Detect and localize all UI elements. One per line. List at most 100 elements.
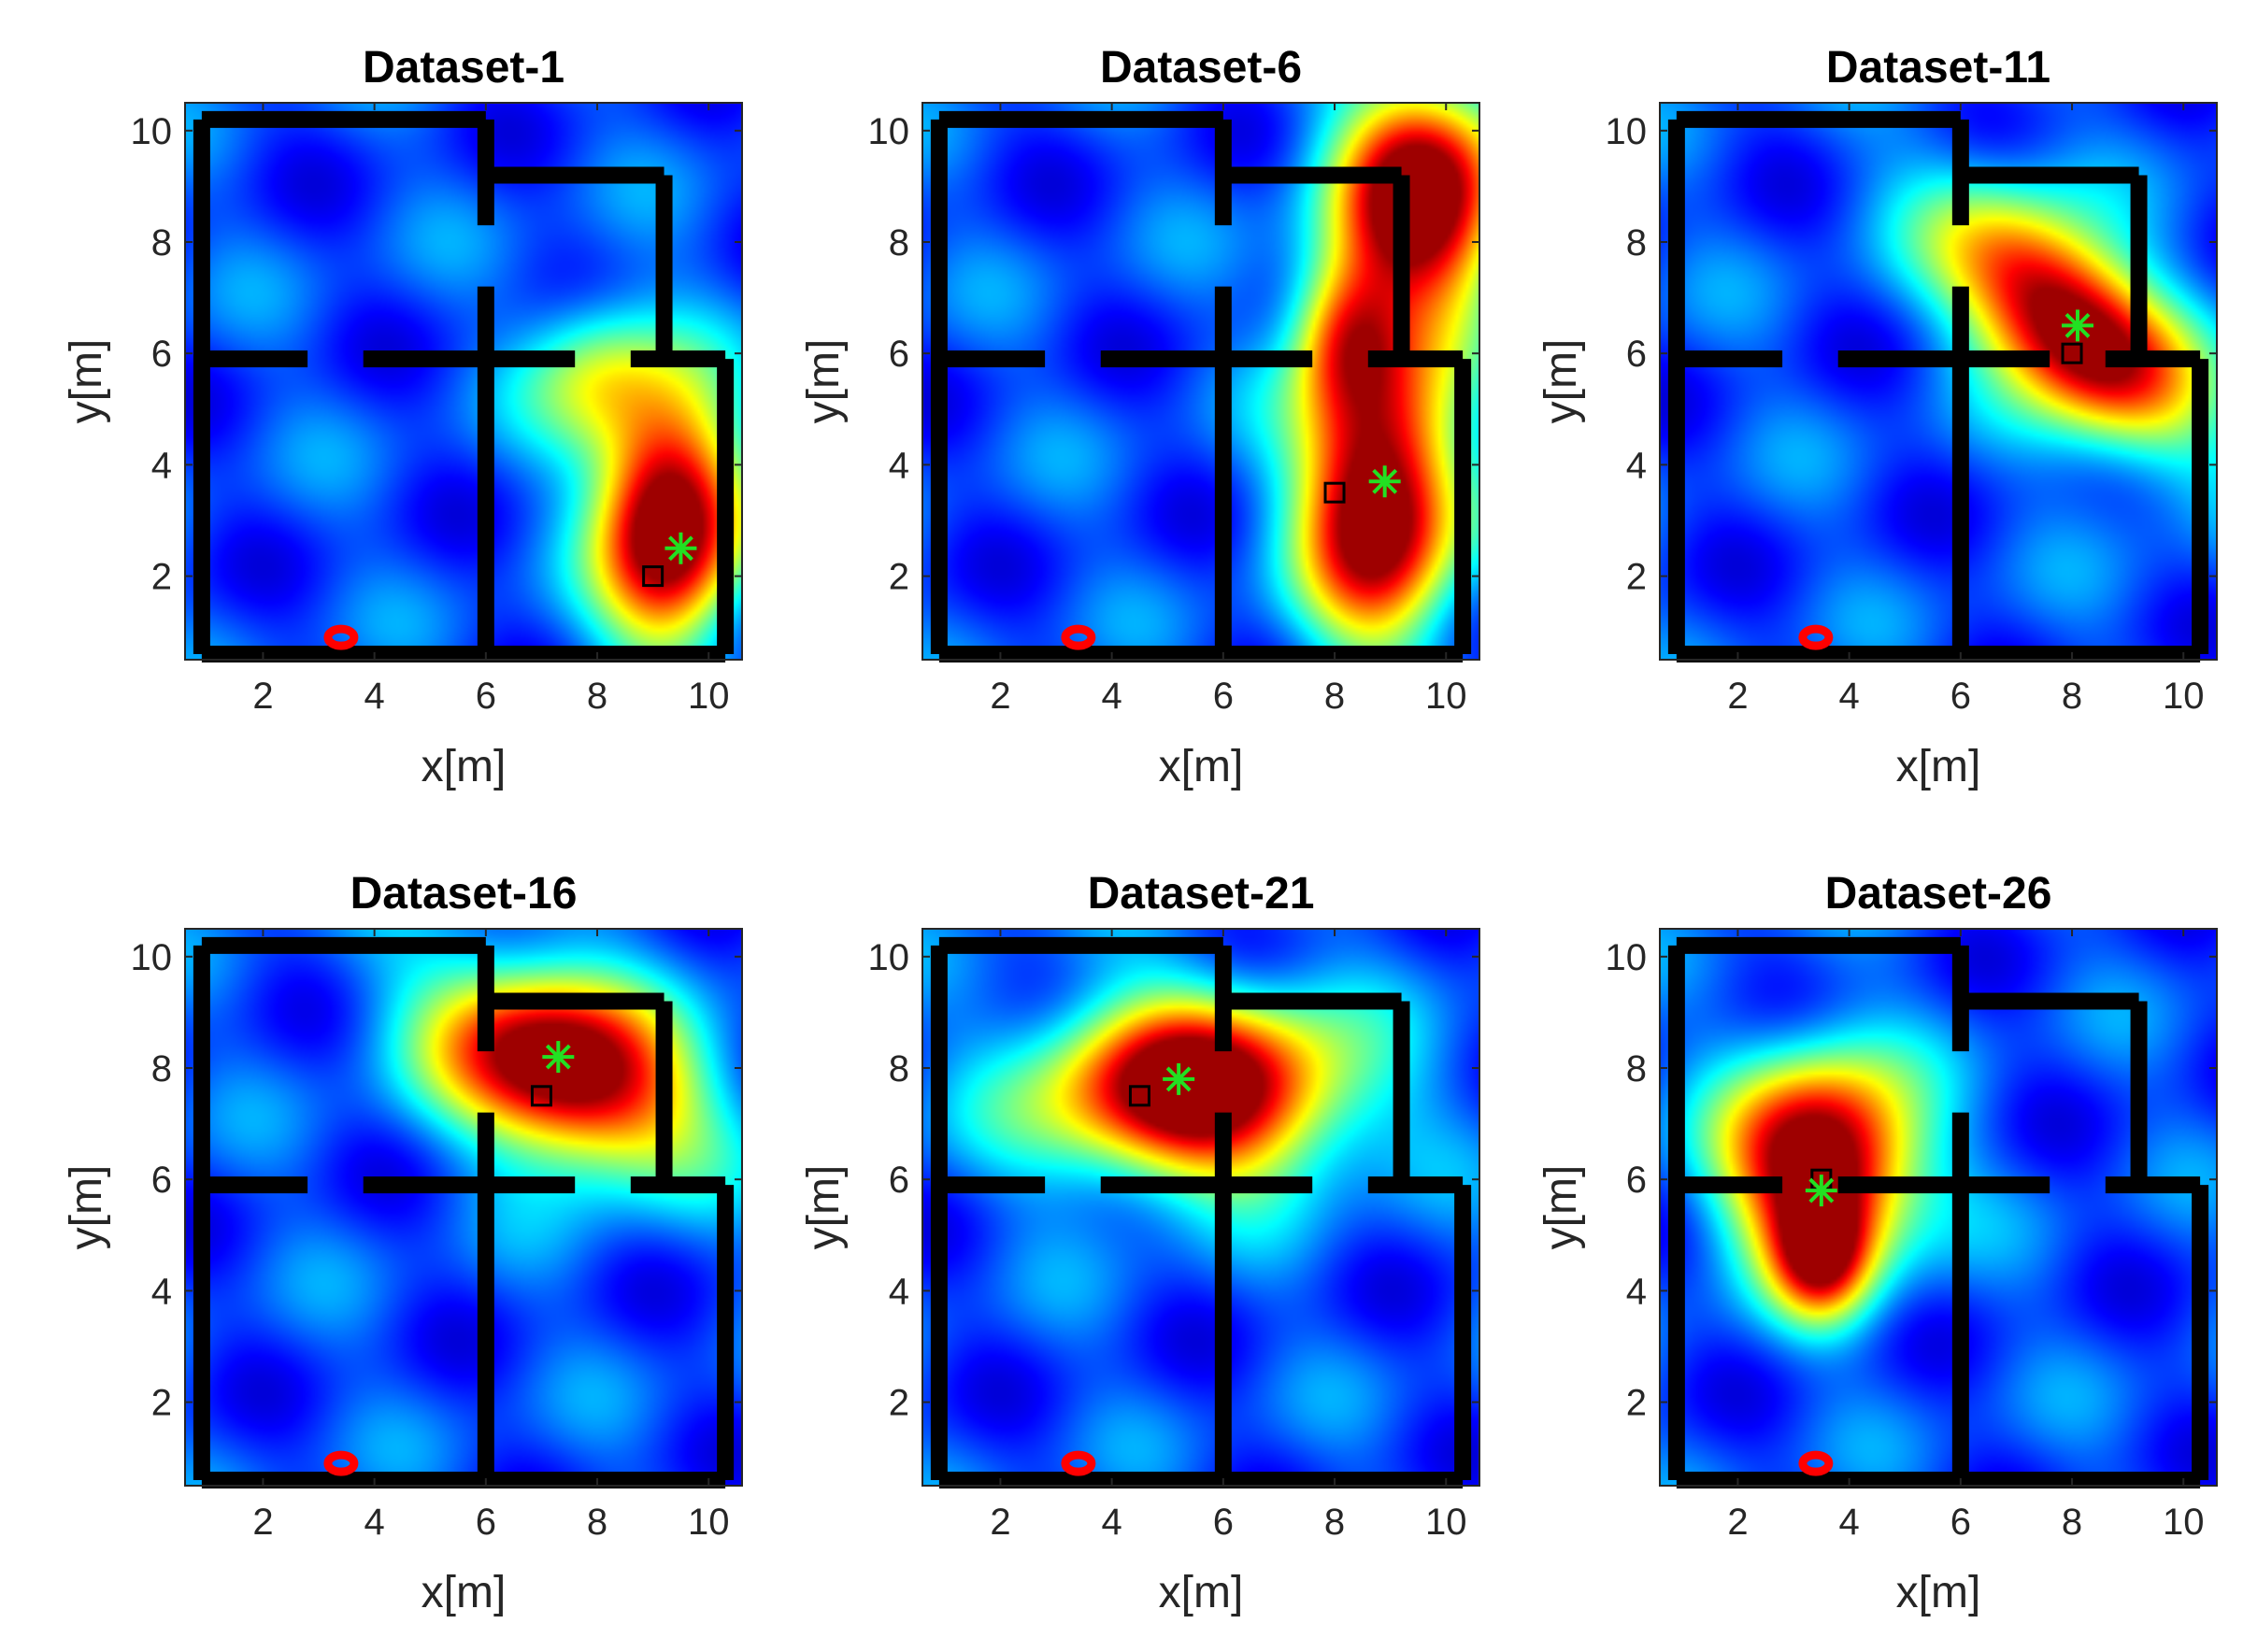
y-tick-label: 10 <box>1606 111 1648 152</box>
heatmap-4 <box>185 929 742 1486</box>
estimated-position-marker <box>2062 309 2093 342</box>
x-tick-label: 2 <box>252 1502 273 1543</box>
x-tick-label: 2 <box>990 676 1010 717</box>
y-axis-label: y[m] <box>1536 1165 1586 1250</box>
x-tick-label: 6 <box>1213 1502 1234 1543</box>
y-tick-label: 10 <box>131 937 173 978</box>
true-position-marker <box>530 1085 552 1107</box>
x-tick-label: 4 <box>1102 1502 1122 1543</box>
true-position-marker <box>1323 481 1346 504</box>
heatmap-6 <box>1660 929 2217 1486</box>
axes-box <box>921 928 1480 1487</box>
x-tick-label: 2 <box>1727 1502 1748 1543</box>
y-tick-label: 10 <box>868 937 910 978</box>
y-tick-label: 10 <box>868 111 910 152</box>
x-tick-label: 8 <box>587 676 607 717</box>
heatmap-5 <box>922 929 1479 1486</box>
anchor-marker <box>323 1450 359 1476</box>
y-axis-label: y[m] <box>1536 339 1586 424</box>
y-tick-label: 4 <box>151 1271 172 1312</box>
estimated-position-marker <box>1163 1062 1195 1095</box>
panel-2: 2 4 6 8 10 2 4 6 8 10 Dataset-6 x[m] y[m] <box>799 43 1480 791</box>
axes-box <box>184 102 743 661</box>
y-tick-label: 2 <box>889 557 909 598</box>
y-tick-label: 4 <box>889 1271 909 1312</box>
anchor-marker <box>1061 1450 1096 1476</box>
panel-title: Dataset-16 <box>350 869 578 919</box>
heatmap-2 <box>922 103 1479 660</box>
y-axis-label: y[m] <box>799 1165 849 1250</box>
y-tick-label: 2 <box>151 557 172 598</box>
y-tick-label: 10 <box>1606 937 1648 978</box>
x-tick-label: 6 <box>476 676 496 717</box>
y-tick-label: 6 <box>1626 1160 1647 1201</box>
panel-1: 2 4 6 8 10 2 4 6 8 10 Dataset-1 x[m] y[m] <box>62 43 743 791</box>
y-axis-label: y[m] <box>62 1165 111 1250</box>
estimated-position-marker <box>1368 465 1401 498</box>
estimated-position-marker <box>542 1041 575 1074</box>
true-position-marker <box>2061 342 2083 364</box>
panel-6: 2 4 6 8 10 2 4 6 8 10 Dataset-26 x[m] y[m] <box>1536 869 2218 1617</box>
x-tick-label: 10 <box>1425 1502 1467 1543</box>
anchor-marker <box>1798 624 1834 650</box>
axes-box <box>921 102 1480 661</box>
x-tick-label: 10 <box>688 1502 730 1543</box>
y-tick-label: 8 <box>1626 1048 1647 1089</box>
x-tick-label: 2 <box>990 1502 1010 1543</box>
x-tick-label: 6 <box>1950 1502 1971 1543</box>
panel-title: Dataset-26 <box>1825 869 2052 919</box>
y-tick-label: 2 <box>889 1383 909 1424</box>
panel-title: Dataset-11 <box>1826 43 2050 93</box>
x-tick-label: 8 <box>2062 676 2082 717</box>
anchor-marker <box>323 624 359 650</box>
x-axis-label: x[m] <box>1896 1568 1981 1617</box>
y-tick-label: 10 <box>131 111 173 152</box>
x-tick-label: 4 <box>1102 676 1122 717</box>
y-tick-label: 8 <box>151 222 172 263</box>
y-tick-label: 6 <box>151 1160 172 1201</box>
x-tick-label: 10 <box>688 676 730 717</box>
x-tick-label: 4 <box>1839 1502 1860 1543</box>
y-tick-label: 6 <box>1626 334 1647 375</box>
panel-5: 2 4 6 8 10 2 4 6 8 10 Dataset-21 x[m] y[m] <box>799 869 1480 1617</box>
anchor-marker <box>1798 1450 1834 1476</box>
y-tick-label: 2 <box>151 1383 172 1424</box>
x-axis-label: x[m] <box>421 1568 507 1617</box>
x-tick-label: 6 <box>476 1502 496 1543</box>
y-tick-label: 2 <box>1626 1383 1647 1424</box>
x-tick-label: 8 <box>2062 1502 2082 1543</box>
x-tick-label: 10 <box>2163 1502 2205 1543</box>
y-tick-label: 8 <box>889 222 909 263</box>
x-tick-label: 2 <box>1727 676 1748 717</box>
panel-4: 2 4 6 8 10 2 4 6 8 10 Dataset-16 x[m] y[m] <box>62 869 743 1617</box>
axes-box <box>1659 928 2218 1487</box>
x-tick-label: 4 <box>1839 676 1860 717</box>
axes-box <box>1659 102 2218 661</box>
anchor-marker <box>1061 624 1096 650</box>
x-axis-label: x[m] <box>1159 742 1244 791</box>
x-axis-label: x[m] <box>421 742 507 791</box>
y-tick-label: 8 <box>889 1048 909 1089</box>
x-tick-label: 2 <box>252 676 273 717</box>
panel-title: Dataset-21 <box>1088 869 1315 919</box>
y-tick-label: 4 <box>1626 1271 1647 1312</box>
axes-box <box>184 928 743 1487</box>
x-tick-label: 4 <box>364 1502 385 1543</box>
x-axis-label: x[m] <box>1159 1568 1244 1617</box>
y-tick-label: 6 <box>889 1160 909 1201</box>
x-tick-label: 8 <box>1324 1502 1345 1543</box>
x-tick-label: 6 <box>1950 676 1971 717</box>
true-position-marker <box>1128 1085 1150 1107</box>
panel-title: Dataset-1 <box>363 43 564 93</box>
x-tick-label: 10 <box>2163 676 2205 717</box>
y-axis-label: y[m] <box>62 339 111 424</box>
y-axis-label: y[m] <box>799 339 849 424</box>
true-position-marker <box>642 565 664 588</box>
x-tick-label: 4 <box>364 676 385 717</box>
y-tick-label: 8 <box>151 1048 172 1089</box>
y-tick-label: 4 <box>151 445 172 486</box>
y-tick-label: 8 <box>1626 222 1647 263</box>
estimated-position-marker <box>1805 1175 1837 1207</box>
y-tick-label: 4 <box>1626 445 1647 486</box>
